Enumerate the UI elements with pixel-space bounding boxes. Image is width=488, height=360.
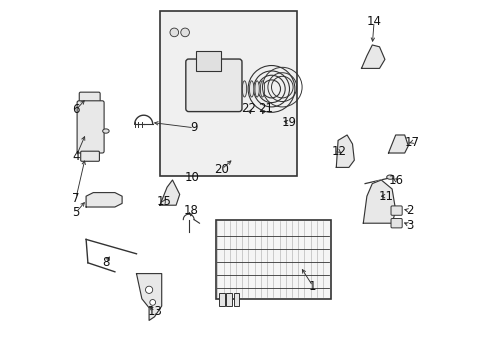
Text: 21: 21 — [257, 102, 272, 114]
Text: 9: 9 — [190, 121, 198, 134]
Polygon shape — [160, 180, 179, 205]
Text: 11: 11 — [378, 190, 393, 203]
Bar — [233, 293, 239, 306]
Text: 19: 19 — [282, 116, 296, 129]
Text: 16: 16 — [387, 174, 403, 186]
Ellipse shape — [242, 81, 246, 97]
Ellipse shape — [260, 81, 264, 97]
Polygon shape — [363, 180, 395, 223]
Text: 14: 14 — [366, 15, 381, 28]
Polygon shape — [136, 274, 162, 320]
Ellipse shape — [386, 175, 393, 179]
Circle shape — [170, 28, 178, 37]
Text: 7: 7 — [72, 192, 80, 204]
Bar — [196, 51, 221, 71]
Text: 2: 2 — [405, 204, 412, 217]
Text: 20: 20 — [214, 163, 229, 176]
Circle shape — [145, 286, 152, 293]
Bar — [215, 220, 330, 299]
FancyBboxPatch shape — [77, 101, 104, 153]
FancyBboxPatch shape — [390, 206, 401, 215]
Text: 6: 6 — [72, 103, 80, 116]
Text: 13: 13 — [147, 305, 163, 318]
Text: 10: 10 — [184, 171, 199, 184]
Polygon shape — [387, 135, 407, 153]
Bar — [226, 293, 231, 306]
Text: 8: 8 — [102, 256, 109, 269]
Polygon shape — [336, 135, 354, 167]
Ellipse shape — [102, 129, 109, 133]
Polygon shape — [361, 45, 384, 68]
FancyBboxPatch shape — [81, 151, 99, 161]
Text: 17: 17 — [404, 136, 419, 149]
Text: 15: 15 — [157, 195, 171, 208]
Text: 1: 1 — [308, 280, 316, 293]
FancyBboxPatch shape — [390, 219, 401, 228]
Bar — [160, 11, 296, 176]
Text: 18: 18 — [183, 204, 198, 217]
Text: 5: 5 — [72, 206, 80, 219]
Text: 3: 3 — [405, 219, 412, 231]
Polygon shape — [86, 193, 122, 207]
FancyBboxPatch shape — [79, 92, 100, 104]
Text: 4: 4 — [72, 150, 80, 163]
Circle shape — [149, 300, 155, 305]
Ellipse shape — [254, 81, 259, 97]
FancyBboxPatch shape — [185, 59, 242, 112]
Text: 12: 12 — [331, 145, 346, 158]
Text: 22: 22 — [241, 102, 256, 114]
Circle shape — [181, 28, 189, 37]
Ellipse shape — [249, 81, 253, 97]
Bar — [219, 293, 224, 306]
